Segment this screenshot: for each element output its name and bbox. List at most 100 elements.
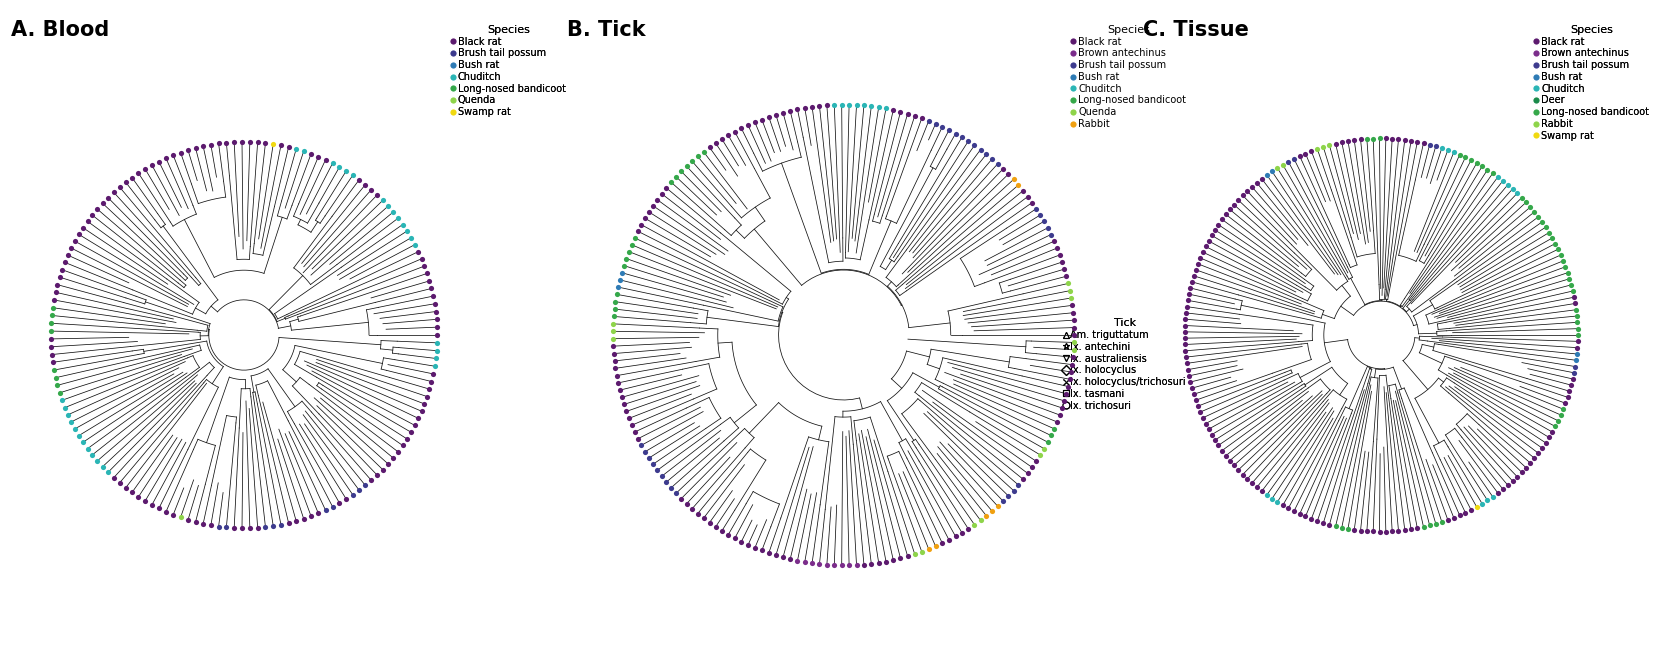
Point xyxy=(417,275,443,286)
Point xyxy=(1040,423,1067,434)
Point xyxy=(1485,488,1512,498)
Point xyxy=(84,204,111,214)
Point xyxy=(38,310,65,321)
Point xyxy=(46,272,73,283)
Point xyxy=(423,314,450,325)
Point xyxy=(422,306,448,317)
Point xyxy=(41,295,68,306)
Point xyxy=(1317,140,1343,151)
Point xyxy=(1446,149,1472,160)
Point xyxy=(304,151,331,162)
Point xyxy=(1422,519,1449,529)
Point xyxy=(1183,395,1209,405)
Point xyxy=(1550,255,1576,266)
Point xyxy=(1298,146,1325,157)
Point xyxy=(605,281,632,292)
Point xyxy=(916,544,943,555)
Point xyxy=(38,318,65,328)
Point xyxy=(604,289,630,299)
Point xyxy=(339,489,366,500)
Point xyxy=(46,387,73,398)
Point xyxy=(245,137,271,147)
Point xyxy=(1434,515,1460,525)
Point xyxy=(1212,209,1239,220)
Point xyxy=(1181,271,1207,281)
Point xyxy=(51,402,78,413)
Point xyxy=(385,446,412,457)
Point xyxy=(1556,386,1583,397)
Point xyxy=(1209,445,1236,456)
Point xyxy=(1317,519,1343,530)
Point xyxy=(409,253,435,264)
Point xyxy=(640,200,667,211)
Point xyxy=(1563,311,1589,322)
Point xyxy=(50,395,76,405)
Point xyxy=(777,554,804,565)
Point xyxy=(66,229,93,240)
Point xyxy=(799,101,825,112)
Point xyxy=(304,508,331,519)
Text: C. Tissue: C. Tissue xyxy=(1143,20,1249,40)
Point xyxy=(880,105,906,115)
Point xyxy=(635,206,662,217)
Point xyxy=(1024,203,1050,214)
Point xyxy=(1561,298,1588,309)
Point xyxy=(741,543,767,553)
Point xyxy=(1366,526,1393,537)
Point xyxy=(1517,202,1543,212)
Point xyxy=(1193,241,1219,252)
Point xyxy=(319,501,346,512)
Point xyxy=(1173,308,1199,318)
Point xyxy=(648,188,675,199)
Point xyxy=(1014,468,1040,479)
Point xyxy=(895,109,921,119)
Point xyxy=(1558,380,1585,391)
Point xyxy=(414,391,440,402)
Point xyxy=(1239,182,1265,192)
Point xyxy=(1429,517,1456,527)
Point xyxy=(1457,505,1484,515)
Point xyxy=(1348,525,1374,536)
Point xyxy=(607,385,633,395)
Point xyxy=(45,279,71,290)
Point xyxy=(622,427,648,438)
Point xyxy=(1270,500,1297,511)
Point xyxy=(1328,137,1355,148)
Point xyxy=(1052,395,1078,406)
Point xyxy=(721,533,748,543)
Point xyxy=(352,480,379,490)
Point xyxy=(275,518,301,529)
Point xyxy=(1503,472,1530,482)
Point xyxy=(1298,513,1325,524)
Point xyxy=(600,348,627,359)
Point xyxy=(1259,493,1285,504)
Point xyxy=(112,177,139,188)
Point xyxy=(615,413,642,424)
Point xyxy=(602,296,629,307)
Point xyxy=(728,123,754,134)
Point xyxy=(1254,490,1280,500)
Point xyxy=(1287,509,1313,519)
Point xyxy=(402,420,428,431)
Point xyxy=(326,498,352,509)
Point xyxy=(1322,521,1348,531)
Point xyxy=(1280,153,1307,164)
Point xyxy=(984,158,1011,169)
Point xyxy=(1181,389,1207,399)
Point xyxy=(298,149,324,159)
Point xyxy=(1055,381,1082,392)
Point xyxy=(1171,326,1197,337)
Point xyxy=(1398,524,1424,535)
Point xyxy=(1555,392,1581,403)
Point xyxy=(653,477,680,488)
Point xyxy=(1538,232,1565,243)
Point xyxy=(146,156,172,167)
Point xyxy=(973,511,999,521)
Point xyxy=(835,560,862,571)
Point xyxy=(1037,430,1064,441)
Point xyxy=(1229,469,1255,480)
Point xyxy=(275,141,301,152)
Point xyxy=(996,169,1022,180)
Point xyxy=(1538,427,1565,438)
Point xyxy=(1474,495,1500,506)
